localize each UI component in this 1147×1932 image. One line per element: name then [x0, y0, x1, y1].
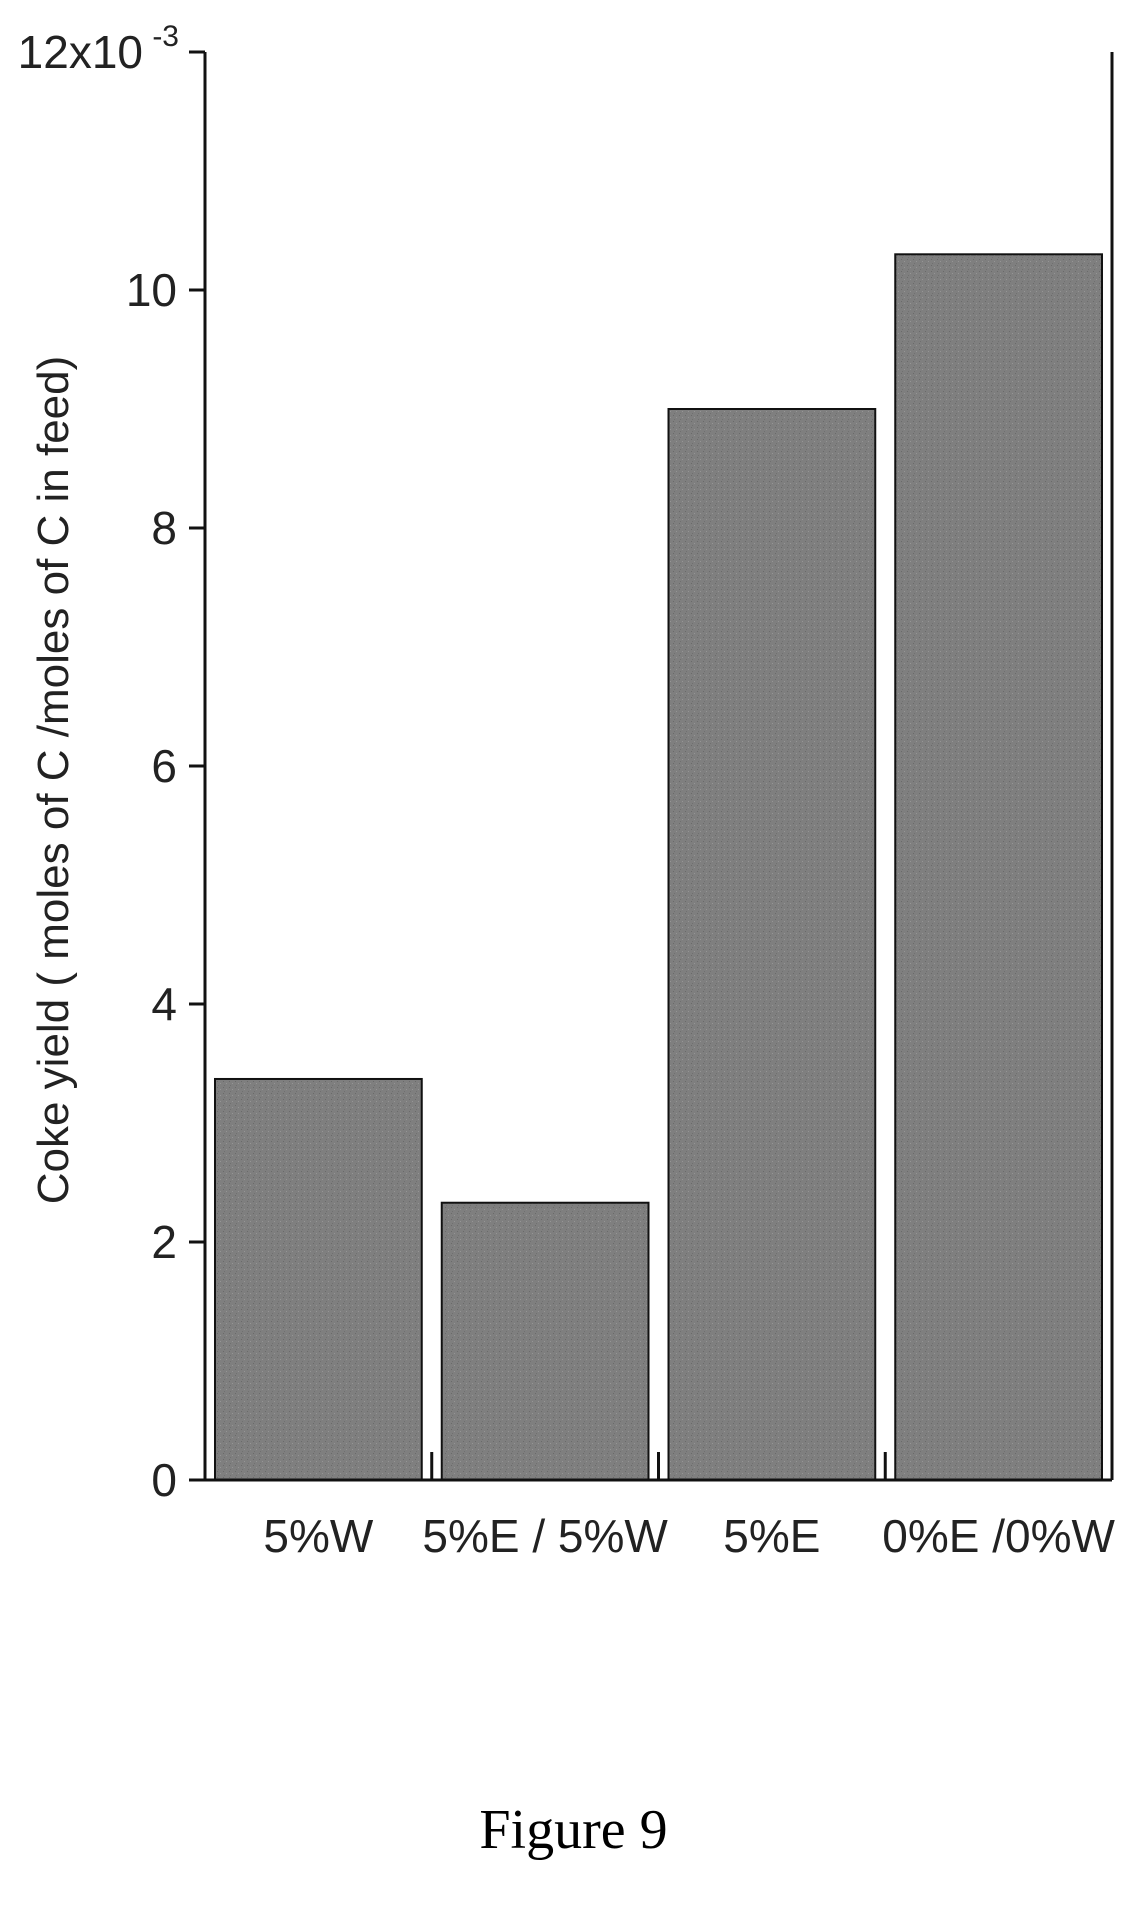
y-tick-label: 10: [126, 264, 177, 316]
y-tick-label: 6: [151, 740, 177, 792]
bar: [214, 1077, 423, 1481]
y-axis-label: Coke yield ( moles of C /moles of C in f…: [29, 356, 78, 1205]
y-tick-label: 2: [151, 1216, 177, 1268]
bar: [894, 253, 1103, 1481]
bar-chart: Coke yield ( moles of C /moles of C in f…: [18, 20, 1116, 1562]
bar: [440, 1201, 650, 1481]
figure-caption: Figure 9: [479, 1799, 668, 1861]
x-tick-label: 5%W: [263, 1510, 373, 1562]
y-tick-label: 4: [151, 978, 177, 1030]
x-tick-label: 5%E / 5%W: [422, 1510, 668, 1562]
y-tick-label: 0: [151, 1454, 177, 1506]
x-tick-label: 5%E: [723, 1510, 820, 1562]
y-exponent-label: -3: [152, 20, 179, 53]
bar: [667, 408, 877, 1481]
bars: [214, 253, 1103, 1481]
y-tick-label: 8: [151, 502, 177, 554]
axes: [189, 50, 1114, 1482]
x-tick-label: 0%E /0%W: [882, 1510, 1115, 1562]
y-tick-label: 12x10: [18, 26, 143, 78]
tick-labels: 5%W 5%E / 5%W 5%E 0%E /0%W 0 2 4 6 8 10 12x10 -3: [18, 20, 1116, 1562]
